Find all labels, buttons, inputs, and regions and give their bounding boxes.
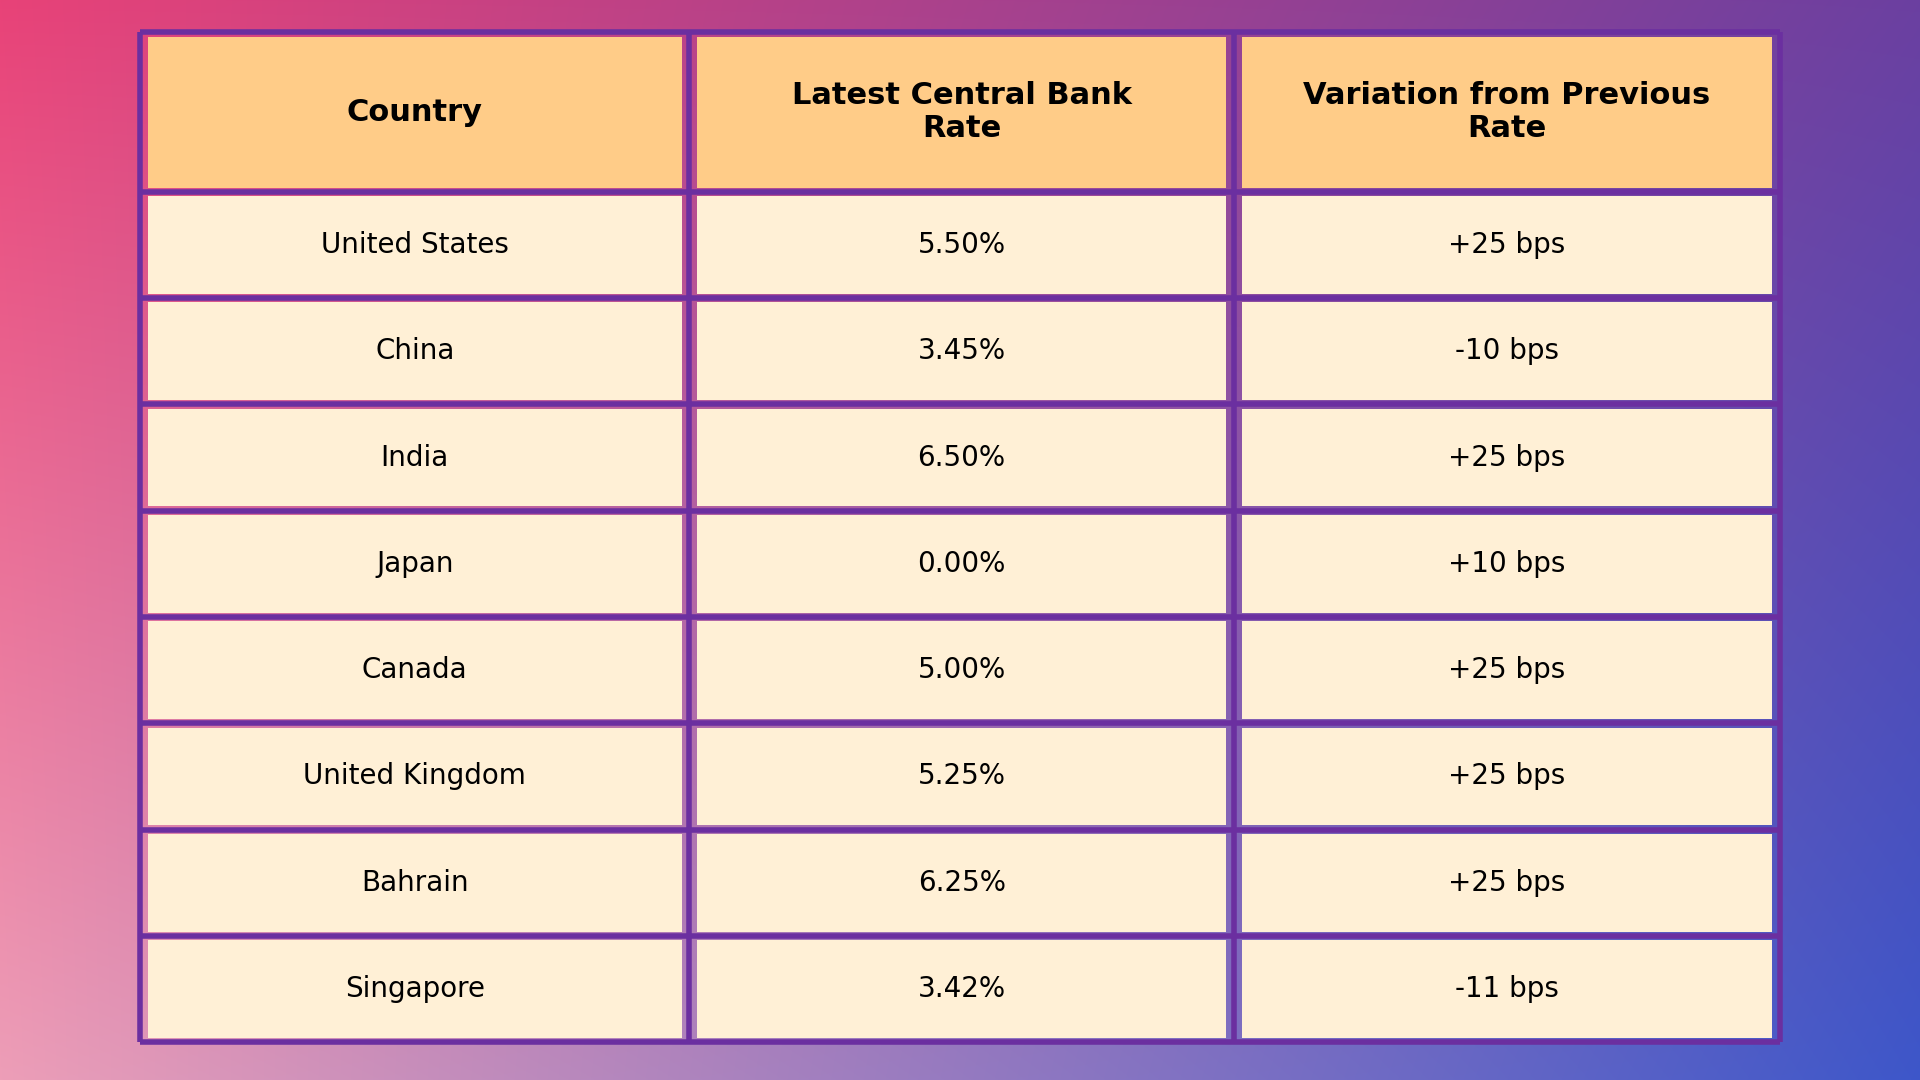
Text: +25 bps: +25 bps bbox=[1448, 444, 1565, 472]
Text: +25 bps: +25 bps bbox=[1448, 231, 1565, 259]
Text: Country: Country bbox=[348, 97, 482, 126]
Text: 5.50%: 5.50% bbox=[918, 231, 1006, 259]
Text: 3.45%: 3.45% bbox=[918, 337, 1006, 365]
FancyBboxPatch shape bbox=[1242, 302, 1772, 400]
Text: 6.25%: 6.25% bbox=[918, 868, 1006, 896]
Text: 6.50%: 6.50% bbox=[918, 444, 1006, 472]
Text: India: India bbox=[380, 444, 449, 472]
FancyBboxPatch shape bbox=[697, 834, 1227, 932]
FancyBboxPatch shape bbox=[1242, 728, 1772, 825]
Text: -10 bps: -10 bps bbox=[1455, 337, 1559, 365]
FancyBboxPatch shape bbox=[697, 728, 1227, 825]
FancyBboxPatch shape bbox=[697, 515, 1227, 612]
Text: 3.42%: 3.42% bbox=[918, 975, 1006, 1003]
Text: Japan: Japan bbox=[376, 550, 453, 578]
Text: China: China bbox=[374, 337, 455, 365]
Text: +25 bps: +25 bps bbox=[1448, 868, 1565, 896]
Text: 0.00%: 0.00% bbox=[918, 550, 1006, 578]
FancyBboxPatch shape bbox=[148, 728, 682, 825]
Text: 5.25%: 5.25% bbox=[918, 762, 1006, 791]
Text: +10 bps: +10 bps bbox=[1448, 550, 1565, 578]
FancyBboxPatch shape bbox=[148, 302, 682, 400]
FancyBboxPatch shape bbox=[148, 408, 682, 507]
FancyBboxPatch shape bbox=[697, 941, 1227, 1038]
FancyBboxPatch shape bbox=[1242, 37, 1772, 188]
FancyBboxPatch shape bbox=[697, 37, 1227, 188]
Text: United States: United States bbox=[321, 231, 509, 259]
Text: +25 bps: +25 bps bbox=[1448, 762, 1565, 791]
FancyBboxPatch shape bbox=[1242, 515, 1772, 612]
FancyBboxPatch shape bbox=[148, 621, 682, 719]
FancyBboxPatch shape bbox=[148, 37, 682, 188]
FancyBboxPatch shape bbox=[1242, 834, 1772, 932]
FancyBboxPatch shape bbox=[697, 197, 1227, 294]
FancyBboxPatch shape bbox=[1242, 197, 1772, 294]
Text: 5.00%: 5.00% bbox=[918, 657, 1006, 684]
Text: United Kingdom: United Kingdom bbox=[303, 762, 526, 791]
FancyBboxPatch shape bbox=[148, 197, 682, 294]
Text: +25 bps: +25 bps bbox=[1448, 657, 1565, 684]
FancyBboxPatch shape bbox=[148, 941, 682, 1038]
Text: Variation from Previous
Rate: Variation from Previous Rate bbox=[1304, 81, 1711, 144]
FancyBboxPatch shape bbox=[148, 515, 682, 612]
FancyBboxPatch shape bbox=[697, 302, 1227, 400]
Text: -11 bps: -11 bps bbox=[1455, 975, 1559, 1003]
FancyBboxPatch shape bbox=[148, 834, 682, 932]
FancyBboxPatch shape bbox=[1242, 408, 1772, 507]
FancyBboxPatch shape bbox=[697, 621, 1227, 719]
Text: Bahrain: Bahrain bbox=[361, 868, 468, 896]
FancyBboxPatch shape bbox=[1242, 621, 1772, 719]
Text: Latest Central Bank
Rate: Latest Central Bank Rate bbox=[791, 81, 1131, 144]
Text: Singapore: Singapore bbox=[346, 975, 486, 1003]
FancyBboxPatch shape bbox=[1242, 941, 1772, 1038]
FancyBboxPatch shape bbox=[697, 408, 1227, 507]
Text: Canada: Canada bbox=[363, 657, 468, 684]
